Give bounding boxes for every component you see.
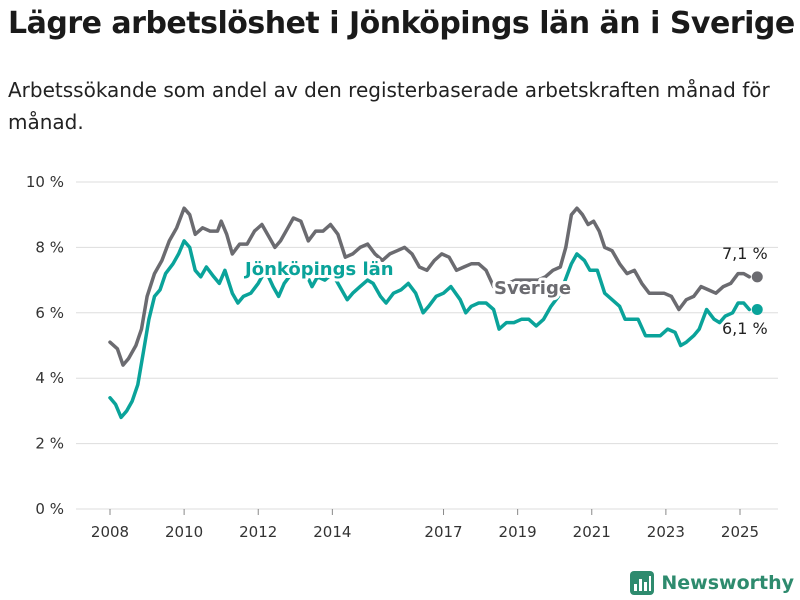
series-label-jonkoping: Jönköpings län bbox=[243, 259, 394, 280]
chart-title: Lägre arbetslöshet i Jönköpings län än i… bbox=[8, 6, 795, 41]
chart-subtitle: Arbetssökande som andel av den registerb… bbox=[8, 78, 770, 134]
x-tick-label: 2023 bbox=[647, 523, 685, 541]
x-tick-label: 2025 bbox=[721, 523, 759, 541]
series-line-sverige bbox=[108, 206, 752, 367]
brand-logo: Newsworthy bbox=[629, 570, 794, 596]
y-tick-label: 2 % bbox=[35, 435, 64, 453]
y-tick-label: 4 % bbox=[35, 369, 64, 387]
x-tick-label: 2012 bbox=[239, 523, 277, 541]
y-tick-label: 10 % bbox=[26, 173, 64, 191]
end-point-jonkoping bbox=[751, 304, 763, 316]
y-tick-label: 6 % bbox=[35, 304, 64, 322]
series-line-jonkoping bbox=[108, 239, 752, 420]
brand-name: Newsworthy bbox=[661, 572, 794, 594]
y-tick-label: 8 % bbox=[35, 238, 64, 256]
end-label-jonkoping: 6,1 % bbox=[722, 319, 768, 338]
end-point-sverige bbox=[751, 271, 763, 283]
y-tick-label: 0 % bbox=[35, 500, 64, 518]
series-label-sverige: Sverige bbox=[494, 278, 571, 299]
x-axis-ticks: 2008 2010 2012 2014 2017 2019 2021 2023 2025 bbox=[91, 509, 759, 541]
x-tick-label: 2017 bbox=[424, 523, 462, 541]
x-tick-label: 2008 bbox=[91, 523, 129, 541]
series-labels: Jönköpings län Sverige 7,1 % 6,1 % bbox=[240, 244, 768, 338]
y-axis-ticks: 0 % 2 % 4 % 6 % 8 % 10 % bbox=[26, 173, 64, 518]
series-lines bbox=[108, 206, 763, 420]
newsworthy-logo-icon bbox=[630, 571, 655, 595]
end-label-sverige: 7,1 % bbox=[722, 244, 768, 263]
x-tick-label: 2021 bbox=[573, 523, 611, 541]
gridlines bbox=[76, 181, 778, 510]
x-tick-label: 2014 bbox=[313, 523, 351, 541]
x-tick-label: 2019 bbox=[499, 523, 537, 541]
x-tick-label: 2010 bbox=[165, 523, 203, 541]
